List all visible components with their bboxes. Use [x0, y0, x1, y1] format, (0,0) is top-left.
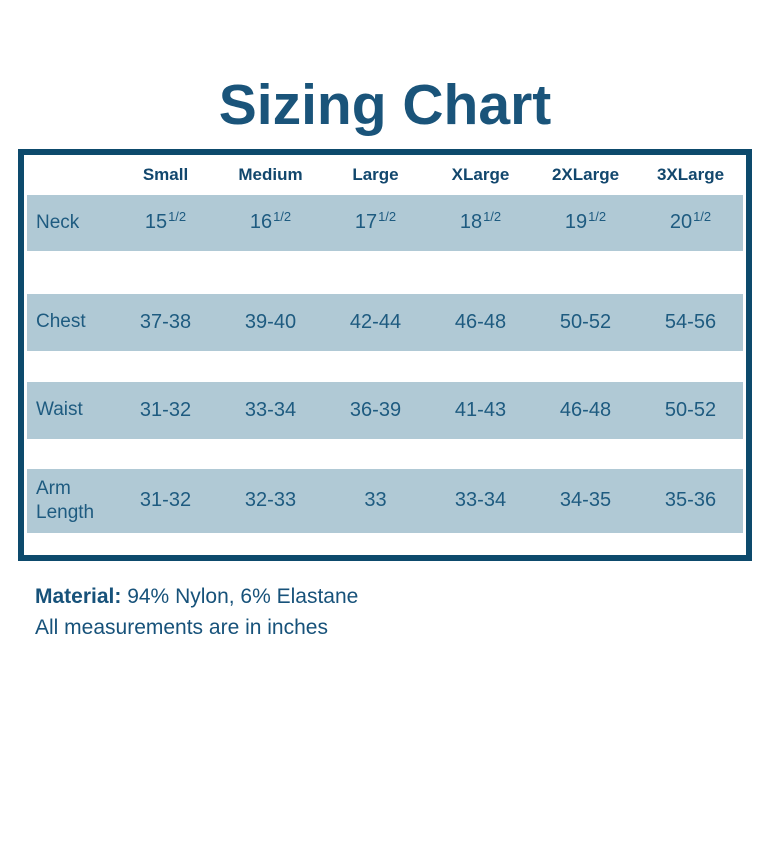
fraction-superscript: 1/2 — [273, 209, 292, 225]
sizing-table: Small Medium Large XLarge 2XLarge 3XLarge Nec… — [18, 148, 752, 561]
material-line: Material: 94% Nylon, 6% Elastane — [35, 581, 735, 612]
table-row-arm-length: Arm Length 31-32 32-33 33 33-34 34-35 35-36 — [27, 468, 743, 533]
row-label: Waist — [36, 399, 83, 421]
size-value-cell: 35-36 — [664, 489, 717, 512]
fraction-superscript: 1/2 — [588, 209, 607, 225]
size-value-cell: 33-34 — [454, 489, 507, 512]
size-value-cell: 54-56 — [664, 310, 717, 333]
size-value-cell: 31-32 — [139, 398, 192, 421]
size-value-cell: 171/2 — [354, 209, 397, 234]
size-value-cell: 33 — [364, 489, 387, 512]
column-header-small: Small — [142, 164, 189, 184]
material-value: 94% Nylon, 6% Elastane — [127, 584, 359, 608]
size-value-cell: 33-34 — [244, 398, 297, 421]
column-header-medium: Medium — [238, 164, 303, 184]
size-value-cell: 161/2 — [249, 209, 292, 234]
size-value-cell: 37-38 — [139, 310, 192, 333]
size-value-cell: 191/2 — [564, 209, 607, 234]
size-value-cell: 39-40 — [244, 310, 297, 333]
column-header-2xlarge: 2XLarge — [551, 164, 620, 184]
size-value-cell: 46-48 — [559, 398, 612, 421]
sizing-chart-page: Sizing Chart Small Medium Large XLarge 2XLar… — [0, 74, 770, 844]
size-value-cell: 50-52 — [559, 310, 612, 333]
size-value-cell: 201/2 — [669, 209, 712, 234]
size-value-cell: 181/2 — [459, 209, 502, 234]
column-header-xlarge: XLarge — [451, 164, 510, 184]
fraction-superscript: 1/2 — [168, 209, 187, 225]
table-body: Neck 151/2 161/2 171/2 181/2 191/2 201/2 Chest 3… — [27, 194, 743, 533]
size-value-cell: 50-52 — [664, 398, 717, 421]
row-label: Chest — [36, 311, 86, 333]
column-header-large: Large — [352, 164, 399, 184]
units-note: All measurements are in inches — [35, 615, 328, 639]
table-row-chest: Chest 37-38 39-40 42-44 46-48 50-52 54-56 — [27, 293, 743, 351]
table-row-neck: Neck 151/2 161/2 171/2 181/2 191/2 201/2 — [27, 194, 743, 251]
fraction-superscript: 1/2 — [378, 209, 397, 225]
row-label: Neck — [36, 211, 80, 233]
fraction-superscript: 1/2 — [693, 209, 712, 225]
page-title: Sizing Chart — [218, 73, 552, 137]
size-value-cell: 31-32 — [139, 489, 192, 512]
size-value-cell: 36-39 — [349, 398, 402, 421]
footer-notes: Material: 94% Nylon, 6% Elastane All mea… — [35, 581, 735, 643]
material-label: Material: — [35, 584, 122, 608]
size-value-cell: 32-33 — [244, 489, 297, 512]
size-value-cell: 151/2 — [144, 209, 187, 234]
column-header-3xlarge: 3XLarge — [656, 164, 725, 184]
fraction-superscript: 1/2 — [483, 209, 502, 225]
row-label: Arm Length — [36, 477, 95, 523]
size-value-cell: 42-44 — [349, 310, 402, 333]
table-row-waist: Waist 31-32 33-34 36-39 41-43 46-48 50-52 — [27, 381, 743, 439]
size-value-cell: 41-43 — [454, 398, 507, 421]
size-value-cell: 34-35 — [559, 489, 612, 512]
table-header-row: Small Medium Large XLarge 2XLarge 3XLarge — [27, 155, 743, 195]
size-value-cell: 46-48 — [454, 310, 507, 333]
